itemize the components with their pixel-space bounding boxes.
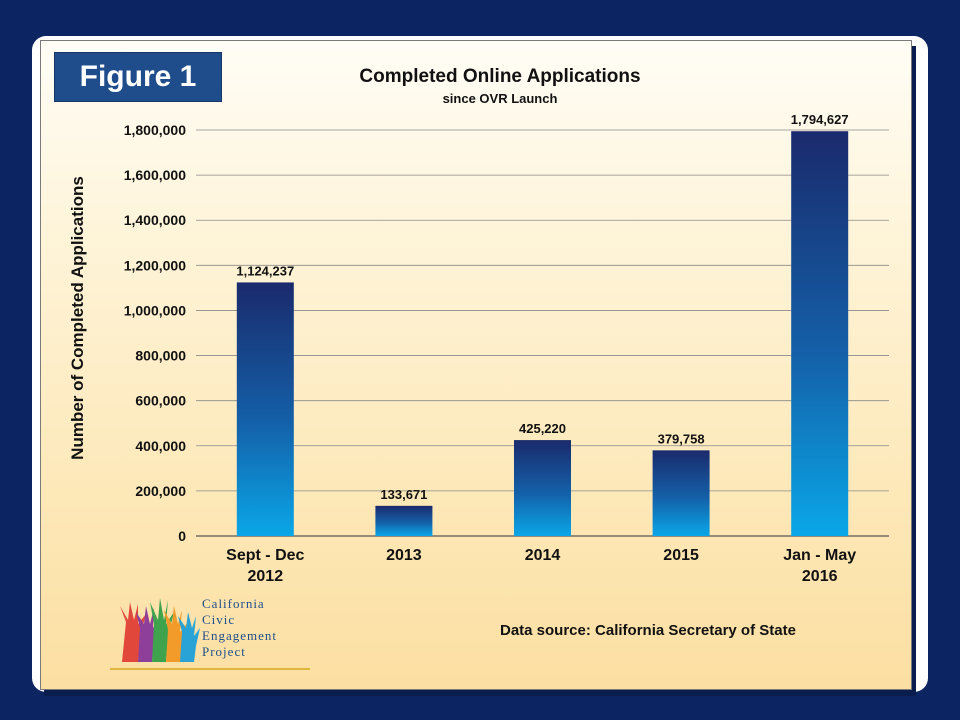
- y-tick-label: 600,000: [135, 393, 186, 409]
- y-tick-label: 1,200,000: [124, 257, 186, 273]
- x-tick-label: 2016: [802, 568, 838, 585]
- y-tick-label: 1,000,000: [124, 302, 186, 318]
- x-tick-label: Jan - May: [783, 547, 856, 564]
- y-tick-label: 200,000: [135, 483, 186, 499]
- y-tick-label: 1,400,000: [124, 212, 186, 228]
- bar: [791, 131, 849, 536]
- data-label: 425,220: [519, 421, 566, 436]
- x-tick-label: 2015: [663, 547, 699, 564]
- data-source-note: Data source: California Secretary of Sta…: [500, 622, 796, 639]
- figure-label: Figure 1: [54, 52, 222, 102]
- data-label: 379,758: [658, 431, 705, 446]
- data-label: 1,794,627: [791, 112, 849, 127]
- logo-line-4: Project: [202, 644, 246, 659]
- raised-hands-icon: [120, 598, 200, 662]
- bar: [375, 505, 433, 536]
- logo-underline: [110, 668, 310, 670]
- chart-subtitle: since OVR Launch: [442, 91, 558, 106]
- logo-line-3: Engagement: [202, 628, 277, 643]
- data-label: 133,671: [380, 487, 427, 502]
- chart-panel: [40, 40, 912, 690]
- bar: [236, 282, 294, 536]
- y-tick-label: 0: [178, 528, 186, 544]
- y-tick-label: 400,000: [135, 438, 186, 454]
- x-tick-label: 2014: [525, 547, 561, 564]
- logo-line-2: Civic: [202, 612, 236, 627]
- logo-wordmark: California Civic Engagement Project: [202, 596, 277, 660]
- y-tick-label: 1,800,000: [124, 122, 186, 138]
- ccep-logo: [120, 598, 200, 662]
- chart-title: Completed Online Applications: [359, 66, 641, 87]
- y-tick-label: 800,000: [135, 348, 186, 364]
- logo-line-1: California: [202, 596, 265, 611]
- y-tick-label: 1,600,000: [124, 167, 186, 183]
- bar: [514, 440, 571, 536]
- x-tick-label: Sept - Dec: [226, 547, 304, 564]
- x-tick-label: 2013: [386, 547, 422, 564]
- data-label: 1,124,237: [236, 263, 294, 278]
- x-tick-label: 2012: [248, 568, 284, 585]
- bar: [652, 450, 710, 536]
